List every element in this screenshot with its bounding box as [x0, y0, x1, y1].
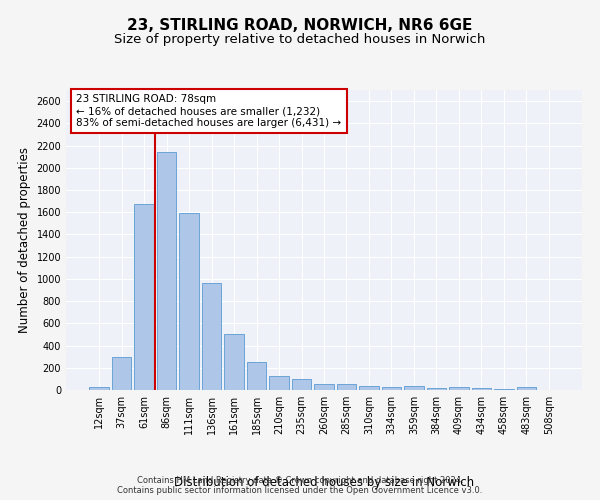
- Bar: [247, 362, 266, 390]
- Text: Size of property relative to detached houses in Norwich: Size of property relative to detached ho…: [115, 32, 485, 46]
- Bar: [179, 214, 199, 390]
- Bar: [269, 376, 289, 390]
- Y-axis label: Number of detached properties: Number of detached properties: [18, 147, 31, 333]
- X-axis label: Distribution of detached houses by size in Norwich: Distribution of detached houses by size …: [174, 476, 474, 489]
- Text: 23 STIRLING ROAD: 78sqm
← 16% of detached houses are smaller (1,232)
83% of semi: 23 STIRLING ROAD: 78sqm ← 16% of detache…: [76, 94, 341, 128]
- Bar: [427, 388, 446, 390]
- Bar: [472, 388, 491, 390]
- Bar: [202, 284, 221, 390]
- Bar: [382, 387, 401, 390]
- Bar: [404, 386, 424, 390]
- Bar: [112, 356, 131, 390]
- Bar: [224, 334, 244, 390]
- Bar: [134, 204, 154, 390]
- Text: Contains HM Land Registry data © Crown copyright and database right 2024.
Contai: Contains HM Land Registry data © Crown c…: [118, 476, 482, 495]
- Bar: [337, 384, 356, 390]
- Text: 23, STIRLING ROAD, NORWICH, NR6 6GE: 23, STIRLING ROAD, NORWICH, NR6 6GE: [127, 18, 473, 32]
- Bar: [359, 386, 379, 390]
- Bar: [89, 387, 109, 390]
- Bar: [292, 379, 311, 390]
- Bar: [314, 384, 334, 390]
- Bar: [449, 386, 469, 390]
- Bar: [517, 387, 536, 390]
- Bar: [157, 152, 176, 390]
